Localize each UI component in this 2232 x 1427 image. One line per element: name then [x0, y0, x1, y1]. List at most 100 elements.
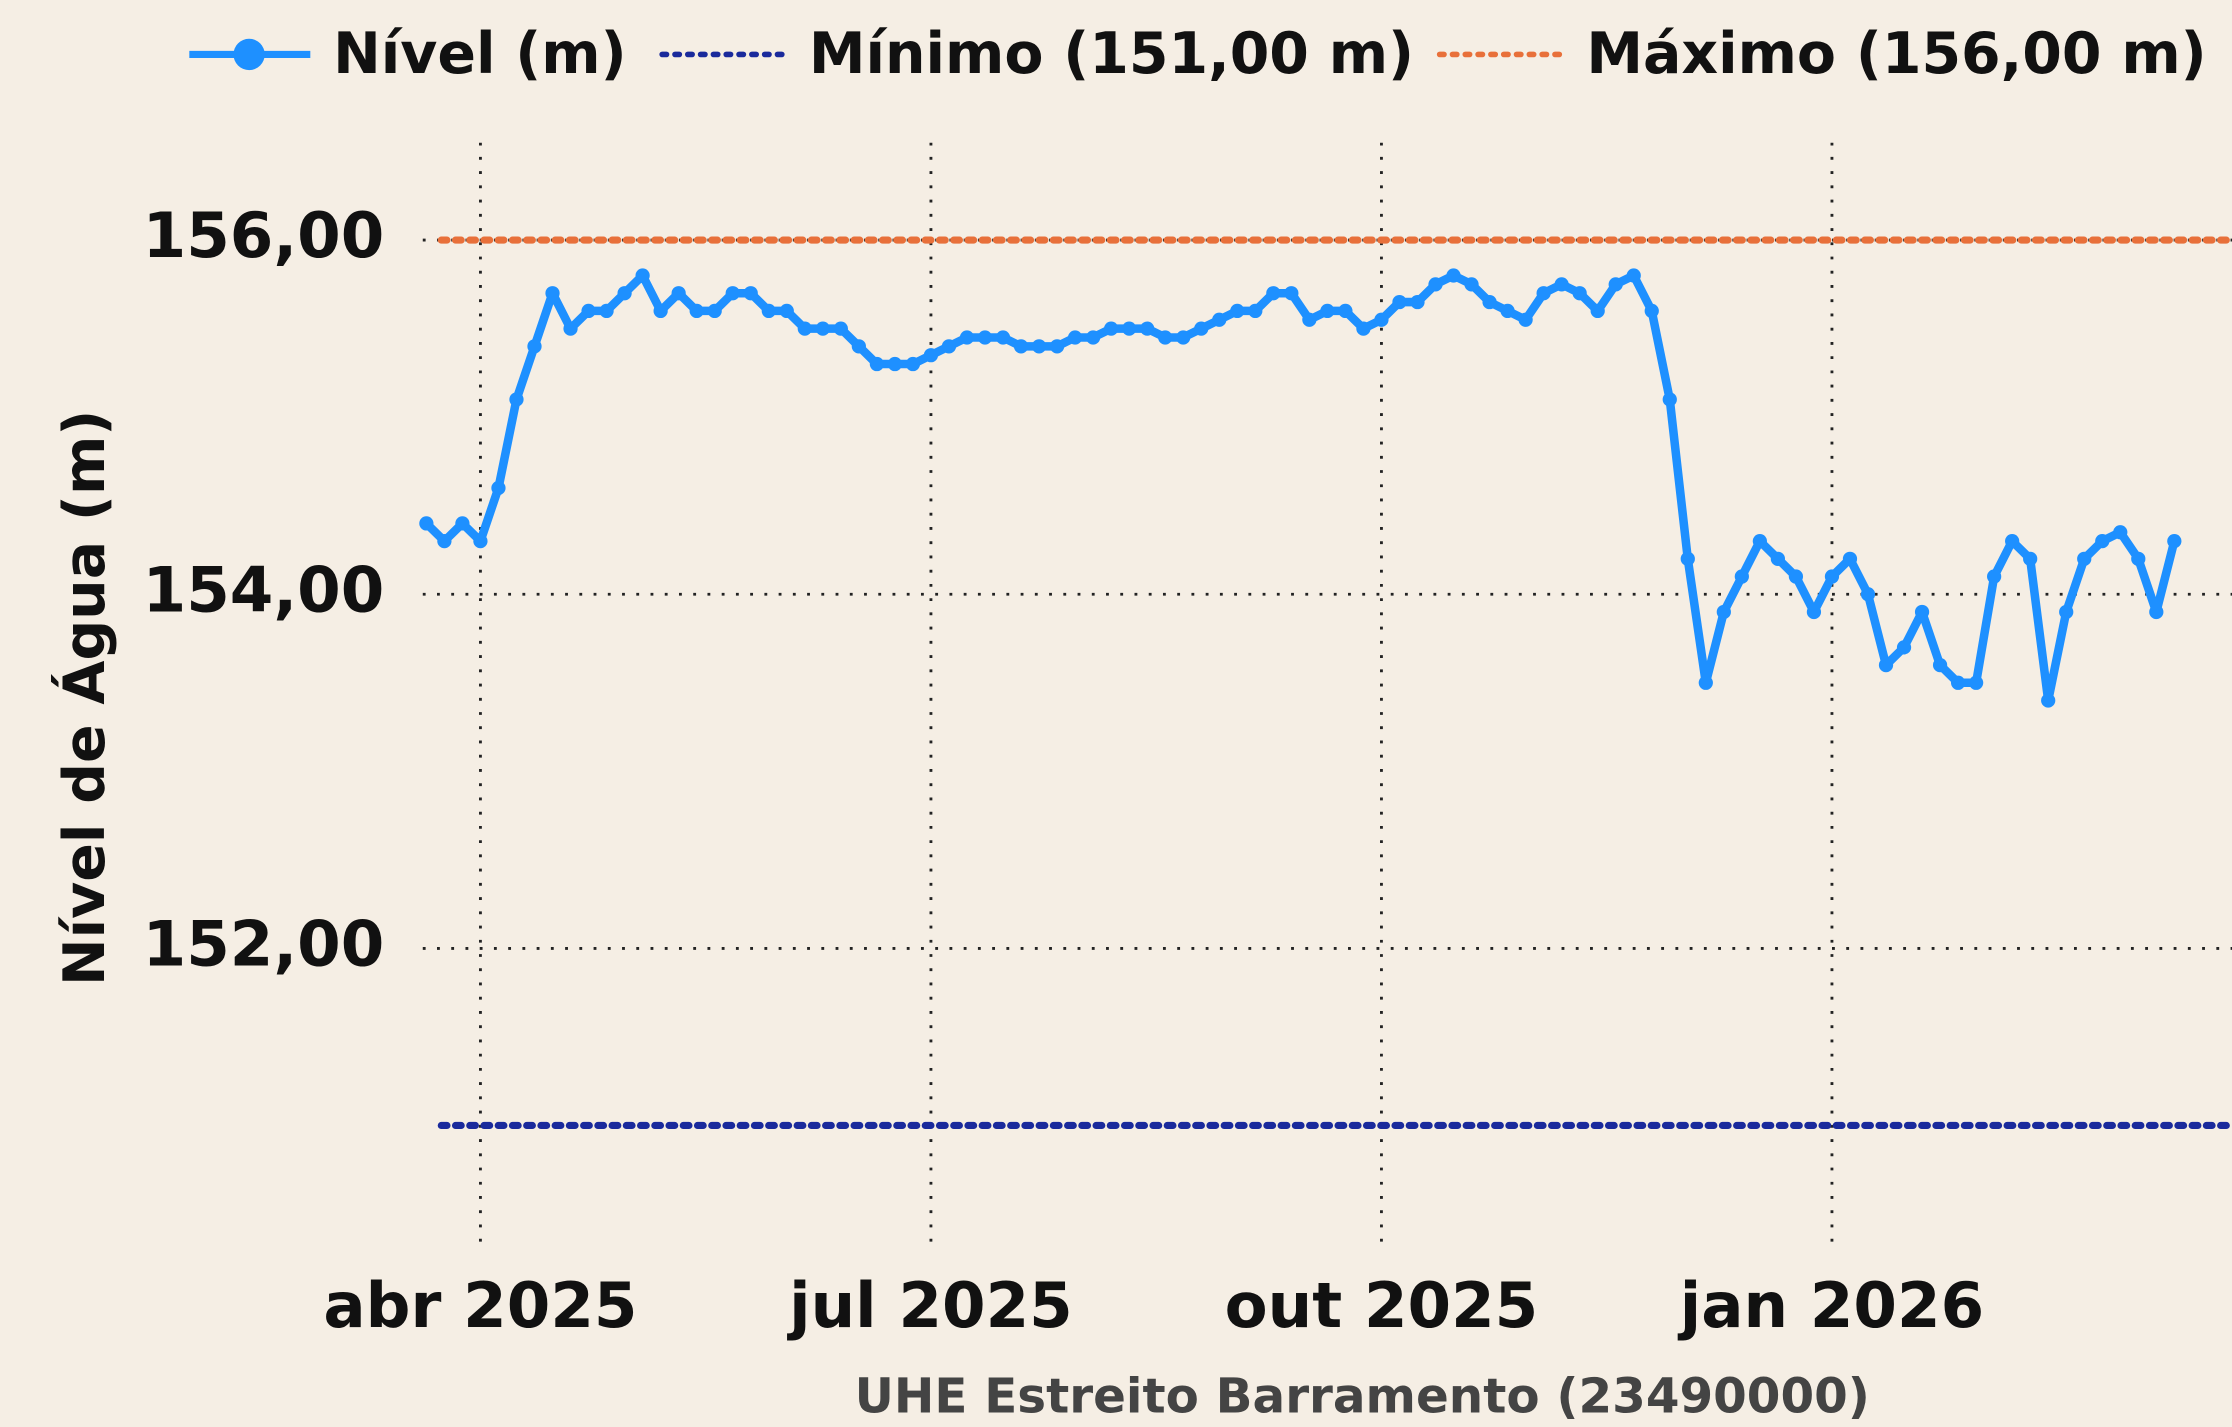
data-point	[1320, 303, 1335, 319]
data-point	[1230, 303, 1245, 319]
data-point	[1031, 339, 1047, 354]
y-axis-label: Nível de Água (m)	[50, 410, 118, 986]
data-point	[707, 303, 722, 319]
data-point	[1446, 268, 1461, 283]
data-point	[761, 303, 776, 319]
data-point	[419, 516, 434, 531]
data-point	[653, 303, 668, 319]
data-point	[743, 286, 758, 301]
data-point	[473, 534, 488, 549]
data-point	[959, 330, 975, 345]
data-point	[1518, 312, 1533, 327]
data-point	[1013, 339, 1029, 354]
data-point	[1950, 675, 1966, 690]
data-point	[1338, 303, 1353, 319]
data-point	[1842, 551, 1858, 566]
data-point	[2113, 525, 2128, 540]
data-point	[833, 321, 848, 336]
data-point	[599, 303, 614, 319]
data-point	[509, 392, 524, 407]
data-point	[887, 356, 903, 372]
data-point	[1590, 303, 1605, 319]
data-point	[2041, 693, 2056, 708]
data-point	[869, 356, 884, 372]
data-point	[1266, 286, 1281, 301]
x-tick-label: jan 2026	[1677, 1269, 1984, 1342]
data-point	[671, 286, 686, 301]
y-tick-label: 154,00	[143, 553, 385, 626]
data-point	[1788, 569, 1804, 584]
data-point	[1104, 321, 1119, 336]
legend-label: Nível (m)	[333, 21, 627, 87]
data-point	[1572, 286, 1587, 301]
data-point	[1806, 604, 1822, 620]
data-point	[1878, 657, 1894, 673]
data-point	[1049, 339, 1065, 354]
data-point	[689, 303, 704, 319]
data-point	[1158, 330, 1173, 345]
data-point	[545, 286, 560, 301]
data-point	[725, 286, 740, 301]
data-point	[1122, 321, 1137, 336]
data-point	[1662, 392, 1677, 407]
data-point	[2149, 604, 2164, 620]
data-point	[1734, 569, 1749, 584]
data-point	[2023, 551, 2038, 566]
data-point	[815, 321, 830, 336]
data-point	[437, 534, 452, 549]
data-point	[1752, 534, 1767, 549]
legend-label: Mínimo (151,00 m)	[809, 21, 1414, 87]
data-point	[941, 339, 957, 354]
data-point	[1608, 277, 1623, 292]
data-point	[797, 321, 812, 336]
data-point	[1680, 551, 1695, 566]
data-point	[1500, 303, 1515, 319]
legend-label: Máximo (156,00 m)	[1586, 21, 2206, 87]
data-point	[1554, 277, 1569, 292]
data-point	[1428, 277, 1443, 292]
data-point	[1086, 330, 1101, 345]
data-point	[1482, 294, 1497, 310]
data-point	[1644, 303, 1659, 319]
data-point	[2059, 604, 2074, 620]
data-point	[2077, 551, 2092, 566]
data-point	[1067, 330, 1083, 345]
data-point	[995, 330, 1011, 345]
data-point	[1194, 321, 1209, 336]
data-point	[1716, 604, 1731, 620]
y-tick-label: 156,00	[143, 199, 385, 272]
data-point	[2095, 534, 2110, 549]
data-point	[1374, 312, 1389, 327]
data-point	[2131, 551, 2146, 566]
data-point	[1536, 286, 1551, 301]
x-tick-label: jul 2025	[786, 1269, 1073, 1342]
data-point	[779, 303, 794, 319]
data-point	[1392, 294, 1407, 310]
data-point	[1626, 268, 1641, 283]
x-tick-label: out 2025	[1225, 1269, 1539, 1342]
data-point	[491, 480, 506, 496]
data-point	[455, 516, 470, 531]
data-point	[635, 268, 650, 283]
data-point	[1356, 321, 1371, 336]
data-point	[1140, 321, 1155, 336]
data-point	[581, 303, 596, 319]
data-point	[1248, 303, 1263, 319]
data-point	[527, 339, 542, 354]
data-point	[1987, 569, 2002, 584]
data-point	[1824, 569, 1840, 584]
data-point	[1770, 551, 1786, 566]
data-point	[1914, 604, 1930, 620]
data-point	[1284, 286, 1299, 301]
data-point	[1698, 675, 1713, 690]
data-point	[1464, 277, 1479, 292]
data-point	[905, 356, 921, 372]
data-point	[617, 286, 632, 301]
x-tick-label: abr 2025	[323, 1269, 637, 1342]
data-point	[1932, 657, 1948, 673]
legend-marker	[233, 38, 265, 71]
data-point	[1410, 294, 1425, 310]
data-point	[1860, 587, 1876, 602]
data-point	[923, 348, 939, 363]
